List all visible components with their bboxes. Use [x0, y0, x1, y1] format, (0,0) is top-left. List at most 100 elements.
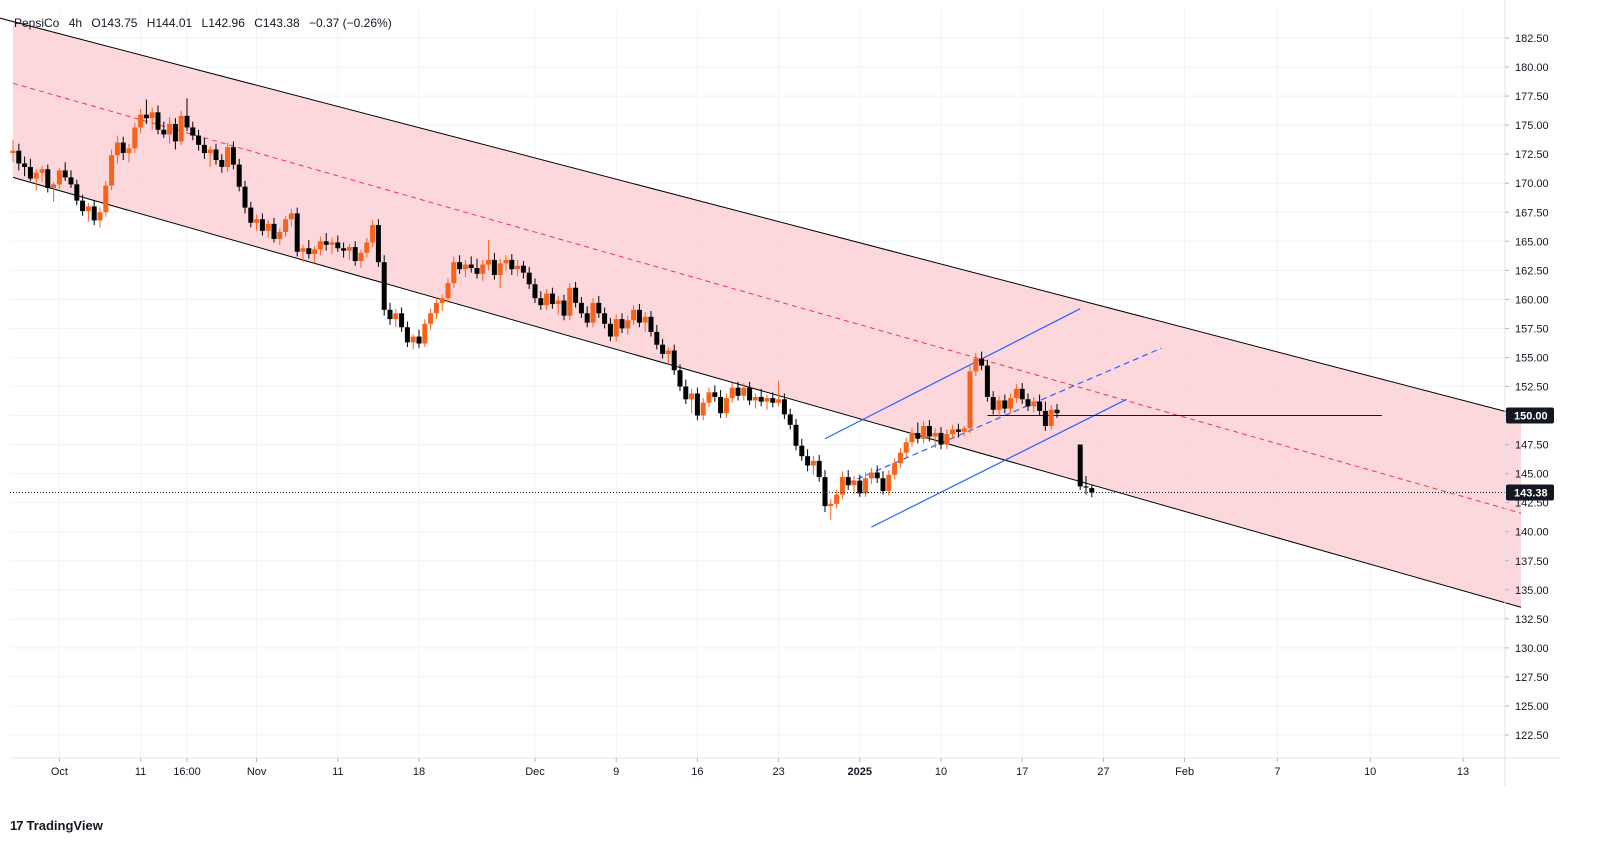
candle-body	[642, 316, 648, 323]
candle	[242, 180, 248, 214]
candle	[16, 143, 22, 171]
candle	[457, 255, 463, 274]
candle-body	[868, 472, 874, 479]
candle-body	[932, 432, 938, 437]
candle-body	[178, 115, 184, 142]
candle-body	[897, 452, 903, 464]
candle	[254, 214, 260, 231]
candle-body	[399, 313, 405, 328]
candle	[729, 383, 735, 403]
candle-body	[1042, 410, 1048, 426]
candle-body	[242, 186, 248, 208]
time-tick-label: 7	[1274, 766, 1280, 778]
candle	[967, 365, 973, 433]
candle	[294, 207, 300, 257]
candle-body	[138, 114, 144, 128]
rising-channel-lower-line[interactable]	[871, 398, 1127, 528]
candle	[926, 420, 932, 442]
candle	[265, 220, 271, 238]
tradingview-wordmark: TradingView	[26, 818, 103, 833]
candle-body	[938, 432, 944, 445]
candle	[248, 201, 254, 228]
price-tick-label: 130.00	[1515, 643, 1549, 655]
ohlc-low: L142.96	[201, 16, 245, 30]
candle-body	[602, 313, 608, 324]
candle-body	[317, 241, 323, 250]
interval[interactable]: 4h	[68, 16, 83, 30]
descending-channel-lower-line[interactable]	[12, 176, 1522, 608]
candle-body	[433, 302, 439, 314]
candle	[352, 241, 358, 266]
candle	[932, 428, 938, 449]
candle-body	[723, 398, 729, 414]
candle-body	[613, 319, 619, 337]
price-tick-label: 132.50	[1515, 614, 1549, 626]
descending-channel-upper-line[interactable]	[0, 0, 1522, 417]
price-tick-label: 135.00	[1515, 585, 1549, 597]
candle	[190, 121, 196, 141]
price-tick-label: 175.00	[1515, 120, 1549, 132]
candle	[671, 344, 677, 375]
price-tick-label: 167.50	[1515, 207, 1549, 219]
candle-body	[509, 259, 515, 270]
candle	[979, 351, 985, 371]
candle	[97, 207, 103, 228]
rising-channel-upper-line[interactable]	[824, 308, 1081, 440]
candle-body	[184, 115, 190, 128]
candle	[700, 398, 706, 421]
candle	[45, 164, 51, 193]
candle-body	[85, 206, 91, 212]
price-tick-label: 122.50	[1515, 730, 1549, 742]
candle-body	[259, 219, 265, 231]
candle-body	[810, 460, 816, 466]
candle-body	[416, 336, 422, 344]
candle	[903, 437, 909, 458]
candle	[973, 352, 979, 377]
time-tick-label: 13	[1457, 766, 1469, 778]
candle	[167, 116, 173, 144]
candle-body	[625, 320, 631, 329]
candle-body	[207, 149, 213, 154]
candle-body	[474, 268, 480, 274]
candle	[323, 233, 329, 251]
candle	[207, 146, 213, 167]
descending-channel-mid-line[interactable]	[12, 82, 1522, 514]
candle	[10, 140, 16, 163]
candle-body	[677, 370, 683, 387]
candle	[219, 154, 225, 173]
tradingview-branding[interactable]: 17 TradingView	[10, 818, 103, 833]
candle	[178, 111, 184, 145]
candle-body	[561, 300, 567, 316]
time-axis[interactable]: Oct 11 16:00 Nov 11 18 Dec 9 16 23 2025 10 17 27 Feb 7 1…	[51, 758, 1469, 778]
symbol-name[interactable]: PepsiCo	[14, 16, 60, 30]
candle	[80, 194, 86, 216]
candle	[277, 228, 283, 245]
candle	[561, 294, 567, 321]
candle-body	[294, 213, 300, 252]
candle-body	[497, 263, 503, 275]
candle-body	[97, 212, 103, 221]
candle-body	[503, 259, 509, 264]
candle	[225, 142, 231, 172]
candle-body	[149, 112, 155, 119]
candle-body	[845, 477, 851, 486]
candle	[886, 470, 892, 496]
candle	[1025, 393, 1031, 411]
candle	[416, 329, 422, 349]
candle	[109, 149, 115, 191]
candle-body	[1054, 409, 1060, 414]
candle	[834, 489, 840, 509]
candle-body	[109, 155, 115, 186]
candle	[1077, 444, 1083, 490]
candle-body	[955, 429, 961, 432]
last-price-label: 143.38	[1506, 484, 1554, 501]
candle	[723, 393, 729, 418]
time-tick-label: 16	[691, 766, 703, 778]
price-tick-label: 162.50	[1515, 265, 1549, 277]
candle	[1002, 394, 1008, 414]
candle-body	[851, 480, 857, 486]
price-axis[interactable]: 122.50 125.00 127.50 130.00 132.50 135.00 137.…	[1505, 33, 1549, 742]
candle	[375, 219, 381, 267]
candle-body	[515, 265, 521, 270]
